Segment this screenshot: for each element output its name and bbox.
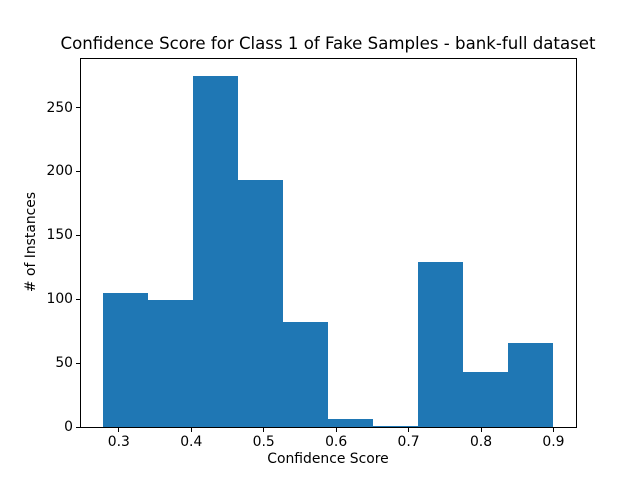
histogram-bar [237,180,283,427]
x-tick-mark [118,428,120,432]
x-tick-label: 0.7 [397,434,420,450]
histogram-bar [463,372,509,427]
x-tick-mark [408,428,410,432]
y-tick-mark [76,107,80,109]
y-tick-label: 50 [55,355,73,372]
x-axis-label: Confidence Score [267,451,389,467]
histogram-bar [373,425,419,427]
x-tick-label: 0.4 [180,434,203,450]
y-tick-mark [76,298,80,300]
x-tick-mark [263,428,265,432]
y-tick-label: 250 [46,99,73,116]
y-tick-label: 100 [46,291,73,308]
x-tick-label: 0.5 [252,434,275,450]
histogram-bar [102,292,148,427]
x-tick-label: 0.9 [542,434,565,450]
y-tick-mark [76,234,80,236]
y-tick-mark [76,426,80,428]
x-tick-mark [335,428,337,432]
x-tick-mark [552,428,554,432]
histogram-bar [147,300,193,427]
x-tick-mark [480,428,482,432]
histogram-bar [192,75,238,427]
x-tick-label: 0.3 [107,434,130,450]
x-tick-mark [190,428,192,432]
x-tick-label: 0.6 [325,434,348,450]
y-tick-label: 150 [46,227,73,244]
y-tick-label: 200 [46,163,73,180]
chart-title: Confidence Score for Class 1 of Fake Sam… [60,34,596,53]
y-tick-mark [76,170,80,172]
histogram-bar [418,262,464,427]
histogram-bar [328,419,374,427]
histogram-bar [508,342,554,427]
histogram-bar [282,322,329,427]
y-tick-mark [76,362,80,364]
x-tick-label: 0.8 [469,434,493,450]
y-tick-label: 0 [64,419,73,435]
